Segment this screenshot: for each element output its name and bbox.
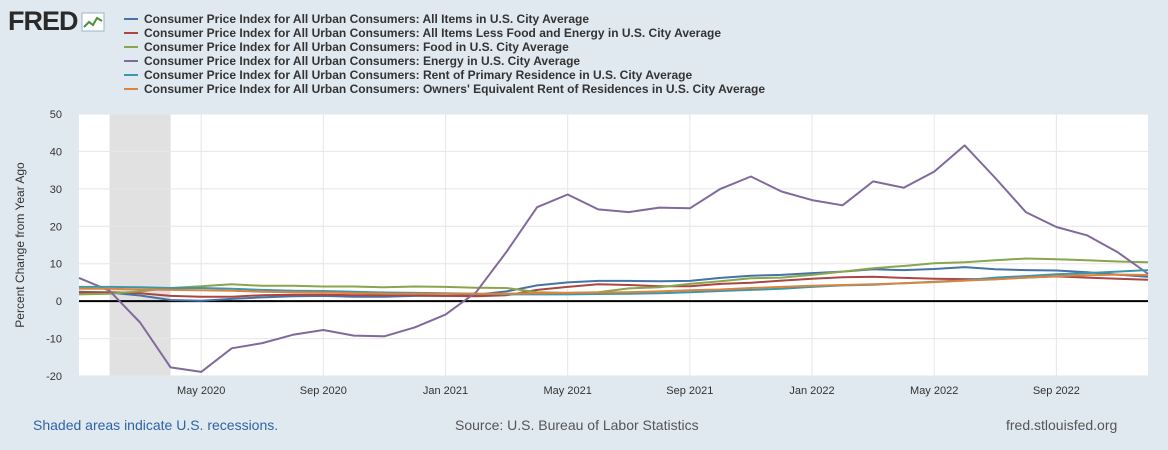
x-tick-label: Sep 2020 [300,385,347,397]
x-tick-label: Jan 2022 [789,385,834,397]
x-tick-label: Jan 2021 [423,385,468,397]
recession-shade [109,114,171,376]
site-link[interactable]: fred.stlouisfed.org [1006,417,1118,433]
legend-item[interactable]: Consumer Price Index for All Urban Consu… [124,54,765,68]
legend-label: Consumer Price Index for All Urban Consu… [144,68,693,82]
y-axis-label: Percent Change from Year Ago [13,162,27,328]
y-tick-label: 0 [56,296,62,308]
legend-swatch [124,32,138,34]
y-tick-label: -10 [46,334,62,346]
legend-swatch [124,74,138,76]
y-tick-label: -20 [46,371,62,383]
series-line-3 [78,257,1149,296]
y-tick-label: 50 [50,109,62,121]
chart-line-icon [81,12,104,31]
y-tick-label: 10 [50,259,62,271]
y-tick-label: 40 [50,146,62,158]
x-tick-label: May 2020 [177,385,225,397]
y-tick-label: 30 [50,184,62,196]
legend-label: Consumer Price Index for All Urban Consu… [144,54,581,68]
series-line-6 [79,273,1149,295]
line-chart: -20 -10 0 10 20 30 40 50 May 2020 Sep 2020 Jan 202… [13,109,1149,397]
legend-label: Consumer Price Index for All Urban Consu… [144,12,589,26]
legend-swatch [124,60,138,62]
legend-item[interactable]: Consumer Price Index for All Urban Consu… [124,40,765,54]
legend-label: Consumer Price Index for All Urban Consu… [144,82,766,96]
legend-swatch [124,46,138,48]
legend-item[interactable]: Consumer Price Index for All Urban Consu… [124,68,765,82]
series-line-4 [78,144,1149,373]
plot-area [79,114,1148,376]
legend-swatch [124,88,138,90]
source-note: Source: U.S. Bureau of Labor Statistics [455,417,699,433]
fred-logo[interactable]: FRED [8,6,105,37]
legend-swatch [124,18,138,20]
chart-legend: Consumer Price Index for All Urban Consu… [124,12,765,96]
recession-note[interactable]: Shaded areas indicate U.S. recessions. [33,417,279,433]
x-tick-label: May 2021 [544,385,592,397]
legend-item[interactable]: Consumer Price Index for All Urban Consu… [124,82,765,96]
legend-label: Consumer Price Index for All Urban Consu… [144,26,722,40]
x-tick-label: May 2022 [910,385,958,397]
x-tick-label: Sep 2021 [666,385,713,397]
legend-item[interactable]: Consumer Price Index for All Urban Consu… [124,12,765,26]
series-line-1 [78,266,1149,302]
fred-logo-text: FRED [8,6,78,36]
legend-item[interactable]: Consumer Price Index for All Urban Consu… [124,26,765,40]
legend-label: Consumer Price Index for All Urban Consu… [144,40,569,54]
y-tick-label: 20 [50,221,62,233]
x-tick-label: Sep 2022 [1033,385,1080,397]
